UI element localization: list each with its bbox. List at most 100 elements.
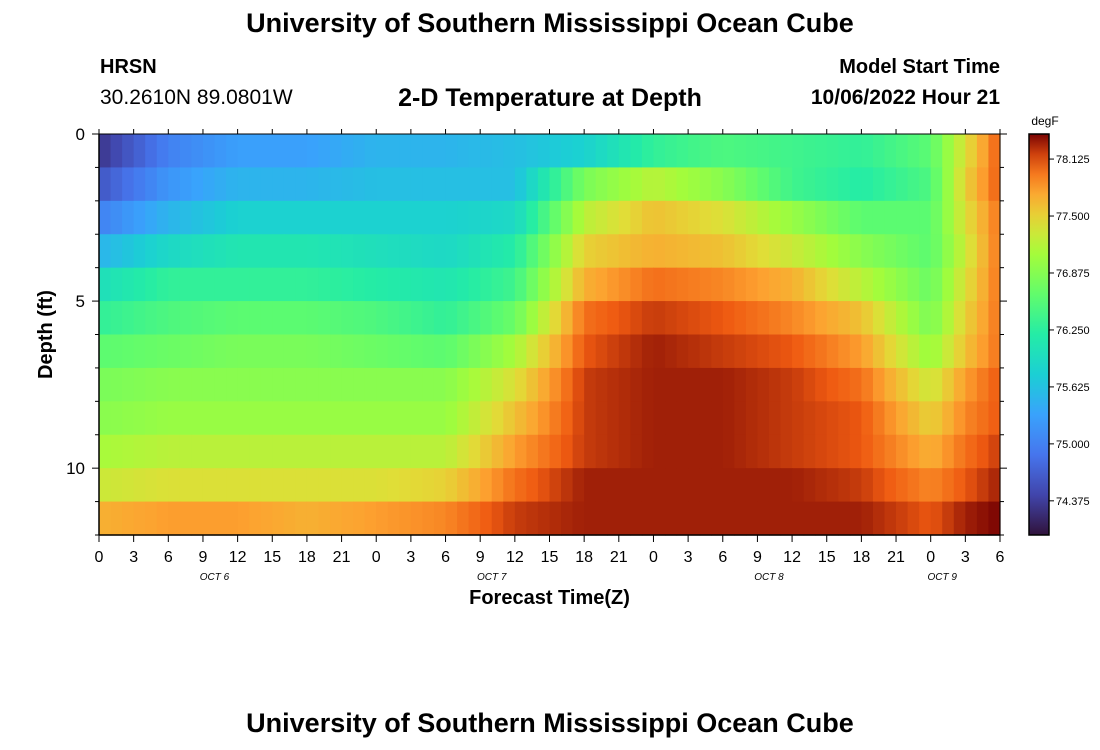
heat-cell xyxy=(607,434,620,469)
heat-cell xyxy=(653,401,666,436)
heat-cell xyxy=(503,267,516,302)
heat-cell xyxy=(260,134,273,169)
heat-cell xyxy=(872,301,886,336)
heat-cell xyxy=(792,468,805,503)
heat-cell xyxy=(306,401,320,436)
heat-cell xyxy=(214,234,227,269)
heat-cell xyxy=(468,234,481,269)
heat-cell xyxy=(537,401,551,436)
heat-cell xyxy=(768,234,782,269)
heat-cell xyxy=(353,200,366,235)
heat-cell xyxy=(191,234,204,269)
heat-cell xyxy=(445,334,458,369)
colorbar-tick-label: 76.875 xyxy=(1056,268,1090,280)
heat-cell xyxy=(618,334,631,369)
heat-cell xyxy=(780,334,793,369)
heat-cell xyxy=(202,234,216,269)
heat-cell xyxy=(884,468,897,503)
heat-cell xyxy=(838,301,851,336)
heat-cell xyxy=(699,167,712,202)
heat-cell xyxy=(445,301,458,336)
heat-cell xyxy=(838,468,851,503)
heat-cell xyxy=(988,167,1001,202)
heat-cell xyxy=(226,134,239,169)
heat-cell xyxy=(861,234,874,269)
heat-cell xyxy=(595,334,608,369)
heat-cell xyxy=(480,167,493,202)
heat-cell xyxy=(919,301,932,336)
heat-cell xyxy=(376,367,389,402)
heat-cell xyxy=(376,434,389,469)
heat-cell xyxy=(99,301,112,336)
heat-cell xyxy=(711,234,724,269)
heat-cell xyxy=(653,200,666,235)
heat-cell xyxy=(399,501,412,536)
heat-cell xyxy=(722,367,735,402)
heat-cell xyxy=(202,134,216,169)
heat-cell xyxy=(133,401,146,436)
heat-cell xyxy=(595,501,608,536)
heat-cell xyxy=(249,167,262,202)
heat-cell xyxy=(826,167,839,202)
heat-cell xyxy=(676,167,689,202)
x-tick-label: 9 xyxy=(199,549,208,566)
heat-cell xyxy=(953,167,966,202)
heat-cell xyxy=(99,367,112,402)
heat-cell xyxy=(872,334,886,369)
heat-cell xyxy=(480,301,493,336)
heat-cell xyxy=(988,434,1001,469)
heat-cell xyxy=(353,434,366,469)
heat-cell xyxy=(503,367,516,402)
heat-cell xyxy=(283,401,296,436)
heat-cell xyxy=(168,267,181,302)
heat-cell xyxy=(422,367,435,402)
heat-cell xyxy=(826,134,839,169)
heat-cell xyxy=(768,501,782,536)
heat-cell xyxy=(838,401,851,436)
heat-cell xyxy=(699,267,712,302)
heat-cell xyxy=(387,367,400,402)
heat-cell xyxy=(214,167,227,202)
heat-cell xyxy=(803,134,816,169)
heat-cell xyxy=(711,200,724,235)
heat-cell xyxy=(387,301,400,336)
heat-cell xyxy=(976,501,990,536)
heat-cell xyxy=(953,234,966,269)
x-tick-label: 0 xyxy=(926,549,935,566)
heat-cell xyxy=(156,267,169,302)
heat-cell xyxy=(168,367,181,402)
heat-cell xyxy=(387,434,400,469)
heat-cell xyxy=(861,200,874,235)
page-title: University of Southern Mississippi Ocean… xyxy=(246,8,854,38)
heat-cell xyxy=(306,200,320,235)
heat-cell xyxy=(202,501,216,536)
heat-cell xyxy=(179,134,193,169)
heat-cell xyxy=(480,134,493,169)
heat-cell xyxy=(353,134,366,169)
heat-cell xyxy=(757,167,770,202)
heat-cell xyxy=(595,401,608,436)
heat-cell xyxy=(919,267,932,302)
heat-cell xyxy=(295,134,308,169)
heat-cell xyxy=(353,301,366,336)
colorbar-tick-label: 78.125 xyxy=(1056,154,1090,166)
heat-cell xyxy=(630,501,643,536)
heat-cell xyxy=(179,501,193,536)
heat-cell xyxy=(330,234,343,269)
heat-cell xyxy=(572,301,585,336)
heat-cell xyxy=(422,267,435,302)
heat-cell xyxy=(468,468,481,503)
heat-cell xyxy=(641,301,655,336)
heat-cell xyxy=(584,267,597,302)
heat-cell xyxy=(595,434,608,469)
heat-cell xyxy=(387,401,400,436)
heat-cell xyxy=(410,134,424,169)
heat-cell xyxy=(803,334,816,369)
heat-cell xyxy=(549,501,562,536)
heat-cell xyxy=(341,334,354,369)
heat-cell xyxy=(318,401,331,436)
heat-cell xyxy=(387,468,400,503)
heat-cell xyxy=(422,200,435,235)
heat-cell xyxy=(399,267,412,302)
heat-cell xyxy=(491,367,504,402)
